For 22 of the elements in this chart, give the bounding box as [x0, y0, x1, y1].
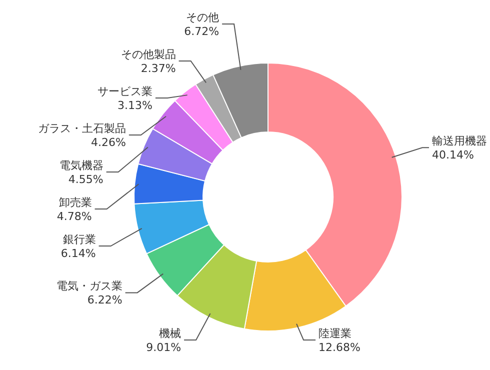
slice-label: ガラス・土石製品: [38, 122, 126, 135]
data-label: 12.68%: [318, 341, 360, 354]
slice-label: サービス業: [97, 85, 152, 98]
slice-label: 銀行業: [62, 233, 96, 246]
data-label: 9.01%: [146, 341, 182, 354]
slice-label: 電気機器: [59, 159, 104, 172]
slice-label: 陸運業: [318, 327, 352, 340]
slice-label: 電気・ガス業: [56, 280, 122, 293]
data-label: 3.13%: [118, 99, 152, 112]
slice-label: 輸送用機器: [432, 134, 487, 148]
data-label: 40.14%: [432, 148, 474, 162]
data-label: 2.37%: [140, 62, 176, 75]
data-label: 4.55%: [68, 173, 104, 186]
data-label: 6.14%: [60, 247, 96, 260]
slice-label: その他: [186, 11, 220, 24]
data-label: 4.78%: [56, 210, 92, 223]
slice-label: 機械: [159, 327, 182, 340]
slice-label: その他製品: [120, 48, 176, 61]
data-label: 6.72%: [184, 25, 220, 38]
data-label: 4.26%: [90, 136, 126, 149]
data-label: 6.22%: [87, 294, 122, 307]
slice-label: 卸売業: [58, 196, 92, 209]
